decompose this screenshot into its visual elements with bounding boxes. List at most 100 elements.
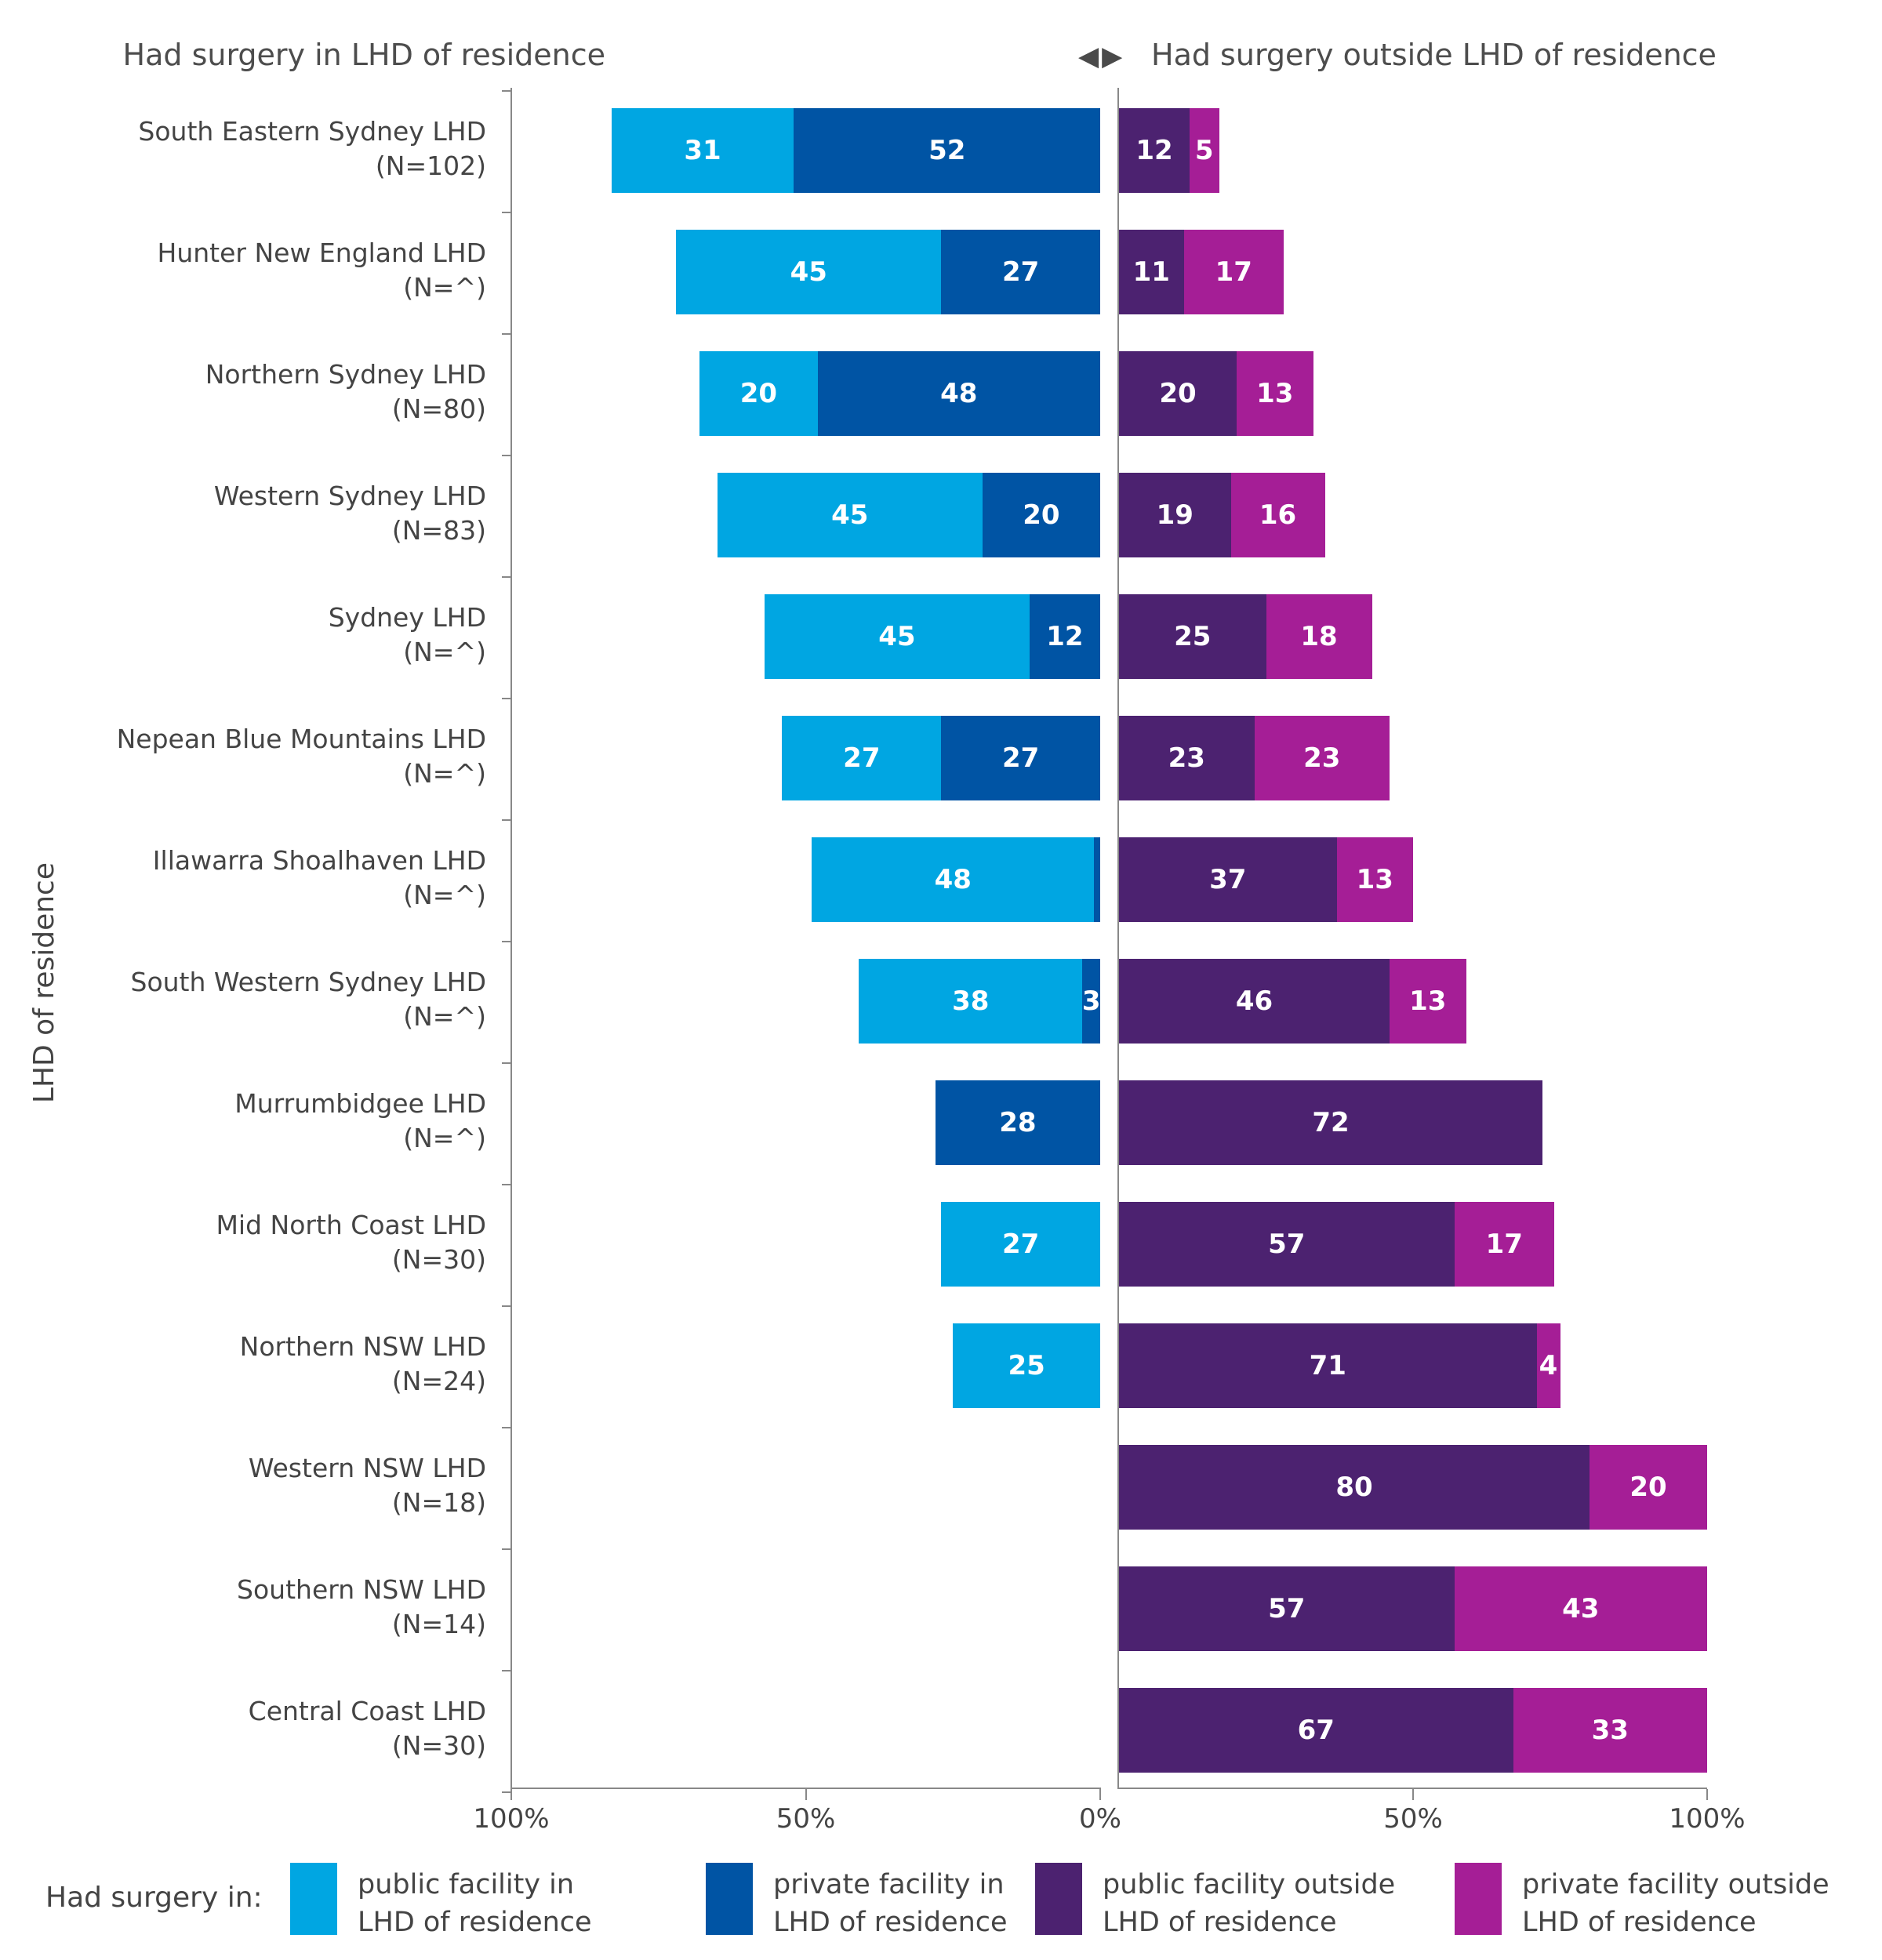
bar-segment-private-in-lhd[interactable]: 48 [817,351,1100,436]
bar-segment-public-outside-lhd[interactable]: 37 [1119,837,1337,922]
bar-value-label: 52 [928,135,966,166]
bar-segment-private-outside-lhd[interactable]: 33 [1513,1688,1707,1773]
bar-segment-public-outside-lhd[interactable]: 57 [1119,1566,1455,1651]
bar-segment-public-in-lhd[interactable]: 38 [859,959,1083,1044]
bar-segment-public-in-lhd[interactable]: 45 [764,594,1030,679]
bar-segment-private-outside-lhd[interactable]: 13 [1390,959,1466,1044]
bar-value-label: 23 [1303,742,1341,774]
bar-segment-private-outside-lhd[interactable]: 17 [1454,1202,1554,1287]
bar-segment-public-outside-lhd[interactable]: 46 [1119,959,1390,1044]
legend-color-swatch [1455,1863,1502,1935]
bar-segment-private-in-lhd[interactable]: 27 [941,230,1100,314]
bar-segment-private-in-lhd[interactable] [1094,837,1100,922]
bar-value-label: 27 [1001,256,1040,288]
bar-segment-private-outside-lhd[interactable]: 16 [1230,473,1325,557]
bar-row: 27 57 17 [0,1202,1882,1287]
bar-row: 67 33 [0,1688,1882,1773]
bar-value-label: 16 [1259,499,1297,531]
bar-segment-private-outside-lhd[interactable]: 23 [1254,716,1390,800]
chart-legend: Had surgery in: public facility in LHD of… [0,1860,1882,1954]
bar-value-label: 31 [684,135,721,166]
bar-segment-private-outside-lhd[interactable]: 5 [1190,108,1219,193]
lhd-name: Northern NSW LHD [239,1331,486,1362]
left-panel-spine [510,88,512,1789]
bar-segment-public-in-lhd[interactable]: 48 [812,837,1095,922]
bar-segment-private-in-lhd[interactable]: 3 [1082,959,1101,1044]
lhd-sample-size: (N=30) [391,1244,486,1275]
bar-segment-private-in-lhd[interactable]: 52 [794,108,1100,193]
bar-segment-public-in-lhd[interactable]: 45 [676,230,942,314]
bar-segment-public-in-lhd[interactable]: 31 [611,108,794,193]
bar-segment-private-in-lhd[interactable]: 20 [982,473,1100,557]
bar-segment-public-outside-lhd[interactable]: 80 [1119,1445,1590,1530]
bar-segment-public-in-lhd[interactable]: 27 [782,716,942,800]
bar-value-label: 37 [1209,864,1247,895]
bar-segment-private-outside-lhd[interactable]: 13 [1237,351,1313,436]
bar-segment-private-outside-lhd[interactable]: 17 [1183,230,1284,314]
bar-segment-public-in-lhd[interactable]: 45 [717,473,983,557]
y-axis-tick-label: Mid North Coast LHD (N=30) [47,1208,486,1277]
bar-segment-public-in-lhd[interactable]: 25 [953,1323,1100,1408]
bar-value-label: 27 [1001,742,1040,774]
bar-value-label: 17 [1215,256,1252,288]
bar-row: 12 45 25 18 [0,594,1882,679]
bar-segment-private-outside-lhd[interactable]: 20 [1590,1445,1707,1530]
y-tick-mark [502,1791,511,1793]
x-tick-mark [1412,1789,1414,1800]
bar-value-label: 20 [739,378,778,409]
bar-value-label: 27 [1001,1229,1040,1260]
bar-segment-public-outside-lhd[interactable]: 19 [1119,473,1231,557]
x-tick-mark [1706,1789,1708,1800]
bar-value-label: 67 [1297,1715,1335,1746]
bar-segment-public-outside-lhd[interactable]: 67 [1119,1688,1513,1773]
bar-segment-public-outside-lhd[interactable]: 20 [1119,351,1237,436]
y-tick-mark [502,211,511,213]
header-left-title: Had surgery in LHD of residence [122,38,605,72]
bar-segment-private-outside-lhd[interactable]: 13 [1336,837,1413,922]
lhd-sample-size: (N=30) [391,1730,486,1761]
bar-value-label: 20 [1629,1472,1667,1503]
lhd-name: Central Coast LHD [248,1696,486,1726]
bar-segment-public-outside-lhd[interactable]: 25 [1119,594,1266,679]
lhd-name: Western NSW LHD [248,1453,486,1483]
legend-color-swatch [1035,1863,1082,1935]
lhd-name: Murrumbidgee LHD [234,1088,486,1119]
right-panel-spine [1117,88,1119,1789]
bar-value-label: 46 [1235,985,1273,1017]
x-tick-mark [1099,1789,1101,1800]
bar-value-label: 45 [831,499,869,531]
bar-segment-public-in-lhd[interactable]: 27 [941,1202,1100,1287]
x-axis-tick-label: 100% [473,1803,550,1835]
legend-label-line2: LHD of residence [1103,1907,1337,1938]
bar-segment-private-outside-lhd[interactable]: 18 [1266,594,1372,679]
bar-value-label: 25 [1008,1350,1045,1381]
bar-segment-public-in-lhd[interactable]: 20 [699,351,818,436]
bar-segment-private-in-lhd[interactable]: 27 [941,716,1100,800]
bar-row: 28 72 [0,1080,1882,1165]
lhd-sample-size: (N=102) [375,151,486,181]
lhd-sample-size: (N=14) [391,1609,486,1639]
lhd-name: South Western Sydney LHD [130,967,487,997]
bar-value-label: 4 [1539,1350,1558,1381]
bar-value-label: 12 [1046,621,1084,652]
bar-segment-public-outside-lhd[interactable]: 12 [1119,108,1190,193]
lhd-sample-size: (N=^) [403,758,486,789]
bar-value-label: 25 [1174,621,1212,652]
lhd-name: Sydney LHD [328,602,486,633]
y-tick-mark [502,575,511,578]
bar-segment-private-in-lhd[interactable]: 28 [935,1080,1100,1165]
bar-value-label: 20 [1159,378,1197,409]
bar-segment-public-outside-lhd[interactable]: 71 [1119,1323,1537,1408]
bar-segment-public-outside-lhd[interactable]: 72 [1119,1080,1542,1165]
bar-segment-public-outside-lhd[interactable]: 23 [1119,716,1255,800]
bar-value-label: 17 [1485,1229,1523,1260]
bar-segment-public-outside-lhd[interactable]: 57 [1119,1202,1455,1287]
bar-segment-private-outside-lhd[interactable]: 43 [1454,1566,1707,1651]
bar-value-label: 13 [1256,378,1294,409]
legend-label-line2: LHD of residence [1522,1907,1757,1938]
bar-value-label: 57 [1268,1593,1306,1624]
bar-segment-public-outside-lhd[interactable]: 11 [1119,230,1184,314]
bar-value-label: 23 [1168,742,1205,774]
bar-segment-private-outside-lhd[interactable]: 4 [1536,1323,1560,1408]
bar-segment-private-in-lhd[interactable]: 12 [1029,594,1100,679]
